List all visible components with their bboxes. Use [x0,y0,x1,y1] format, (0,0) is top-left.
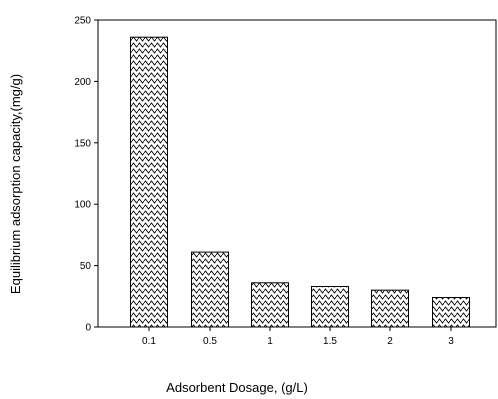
bar-0.1 [130,36,168,328]
y-tick-label: 200 [74,77,91,88]
y-tick-label: 0 [85,323,91,334]
bar-2 [371,289,409,328]
x-tick-label: 1 [267,336,273,347]
x-tick-label: 0.1 [142,336,156,347]
bar-0.5 [191,251,229,328]
plot-area [97,19,497,328]
bar-3 [432,297,470,328]
y-tick-label: 50 [80,261,92,272]
plot-frame [97,19,497,328]
bars [130,36,470,328]
y-axis-title: Equilibrium adsorption capacity,(mg/g) [8,74,23,294]
bar-1.5 [311,285,349,328]
x-tick-label: 2 [387,336,393,347]
y-axis: 0 50 100 150 200 250 [74,16,98,334]
y-tick-label: 250 [74,16,91,27]
x-tick-label: 0.5 [203,336,217,347]
y-tick-label: 150 [74,138,91,149]
bar-1 [251,282,289,328]
x-tick-label: 1.5 [323,336,337,347]
x-tick-label: 3 [448,336,454,347]
y-tick-label: 100 [74,200,91,211]
x-axis: 0.1 0.5 1 1.5 2 3 [142,327,454,347]
x-axis-title: Adsorbent Dosage, (g/L) [166,380,308,395]
